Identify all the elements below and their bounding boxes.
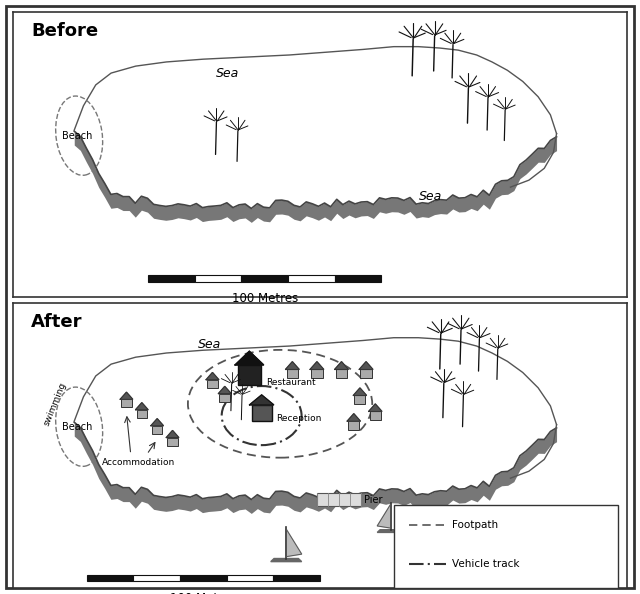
Bar bbox=[133, 575, 180, 581]
Bar bbox=[227, 575, 273, 581]
Text: Vehicle track: Vehicle track bbox=[452, 559, 520, 568]
Text: Sea: Sea bbox=[419, 189, 442, 203]
Text: Pier: Pier bbox=[364, 495, 383, 505]
Bar bbox=[348, 421, 359, 429]
Bar bbox=[152, 426, 163, 434]
Bar bbox=[355, 396, 365, 404]
Text: Restaurant: Restaurant bbox=[266, 378, 316, 387]
Text: Reception: Reception bbox=[276, 414, 321, 423]
Text: Sea: Sea bbox=[216, 67, 239, 80]
Bar bbox=[136, 410, 147, 418]
Polygon shape bbox=[136, 403, 148, 410]
Bar bbox=[195, 276, 241, 282]
Bar bbox=[241, 276, 288, 282]
Polygon shape bbox=[206, 372, 219, 380]
Polygon shape bbox=[377, 530, 404, 532]
Bar bbox=[335, 276, 381, 282]
Polygon shape bbox=[310, 362, 324, 369]
Bar bbox=[288, 276, 335, 282]
Bar bbox=[207, 380, 218, 388]
Polygon shape bbox=[286, 529, 301, 557]
Bar bbox=[252, 405, 271, 421]
Bar bbox=[220, 394, 230, 402]
Polygon shape bbox=[166, 431, 179, 438]
Bar bbox=[273, 575, 320, 581]
Text: Before: Before bbox=[31, 23, 99, 40]
Polygon shape bbox=[250, 395, 274, 405]
Bar bbox=[336, 369, 348, 378]
Bar bbox=[148, 276, 195, 282]
Polygon shape bbox=[235, 351, 264, 365]
Bar bbox=[180, 575, 227, 581]
Text: Beach: Beach bbox=[62, 422, 93, 432]
Polygon shape bbox=[218, 386, 231, 394]
Polygon shape bbox=[285, 362, 300, 369]
FancyBboxPatch shape bbox=[394, 505, 618, 588]
Polygon shape bbox=[335, 362, 348, 369]
Polygon shape bbox=[369, 404, 382, 412]
Bar bbox=[360, 369, 372, 378]
Text: Accommodation: Accommodation bbox=[102, 459, 175, 467]
Polygon shape bbox=[151, 419, 163, 426]
Text: swimming: swimming bbox=[42, 381, 67, 427]
Bar bbox=[317, 494, 361, 506]
Bar bbox=[311, 369, 323, 378]
Bar bbox=[287, 369, 298, 378]
Polygon shape bbox=[120, 392, 132, 399]
Polygon shape bbox=[353, 388, 367, 396]
Polygon shape bbox=[347, 413, 360, 421]
Bar bbox=[167, 438, 178, 446]
Polygon shape bbox=[271, 558, 301, 562]
Text: 100 Metres: 100 Metres bbox=[170, 592, 236, 594]
Polygon shape bbox=[359, 362, 373, 369]
Bar bbox=[237, 365, 261, 385]
Text: Sea: Sea bbox=[198, 338, 221, 351]
Text: Footpath: Footpath bbox=[452, 520, 498, 530]
Text: Beach: Beach bbox=[62, 131, 93, 141]
Text: 100 Metres: 100 Metres bbox=[232, 292, 298, 305]
Polygon shape bbox=[71, 338, 557, 496]
Bar bbox=[370, 412, 381, 420]
Polygon shape bbox=[377, 504, 390, 528]
Polygon shape bbox=[71, 47, 557, 205]
Bar bbox=[86, 575, 133, 581]
Bar bbox=[121, 399, 132, 407]
Text: After: After bbox=[31, 314, 83, 331]
